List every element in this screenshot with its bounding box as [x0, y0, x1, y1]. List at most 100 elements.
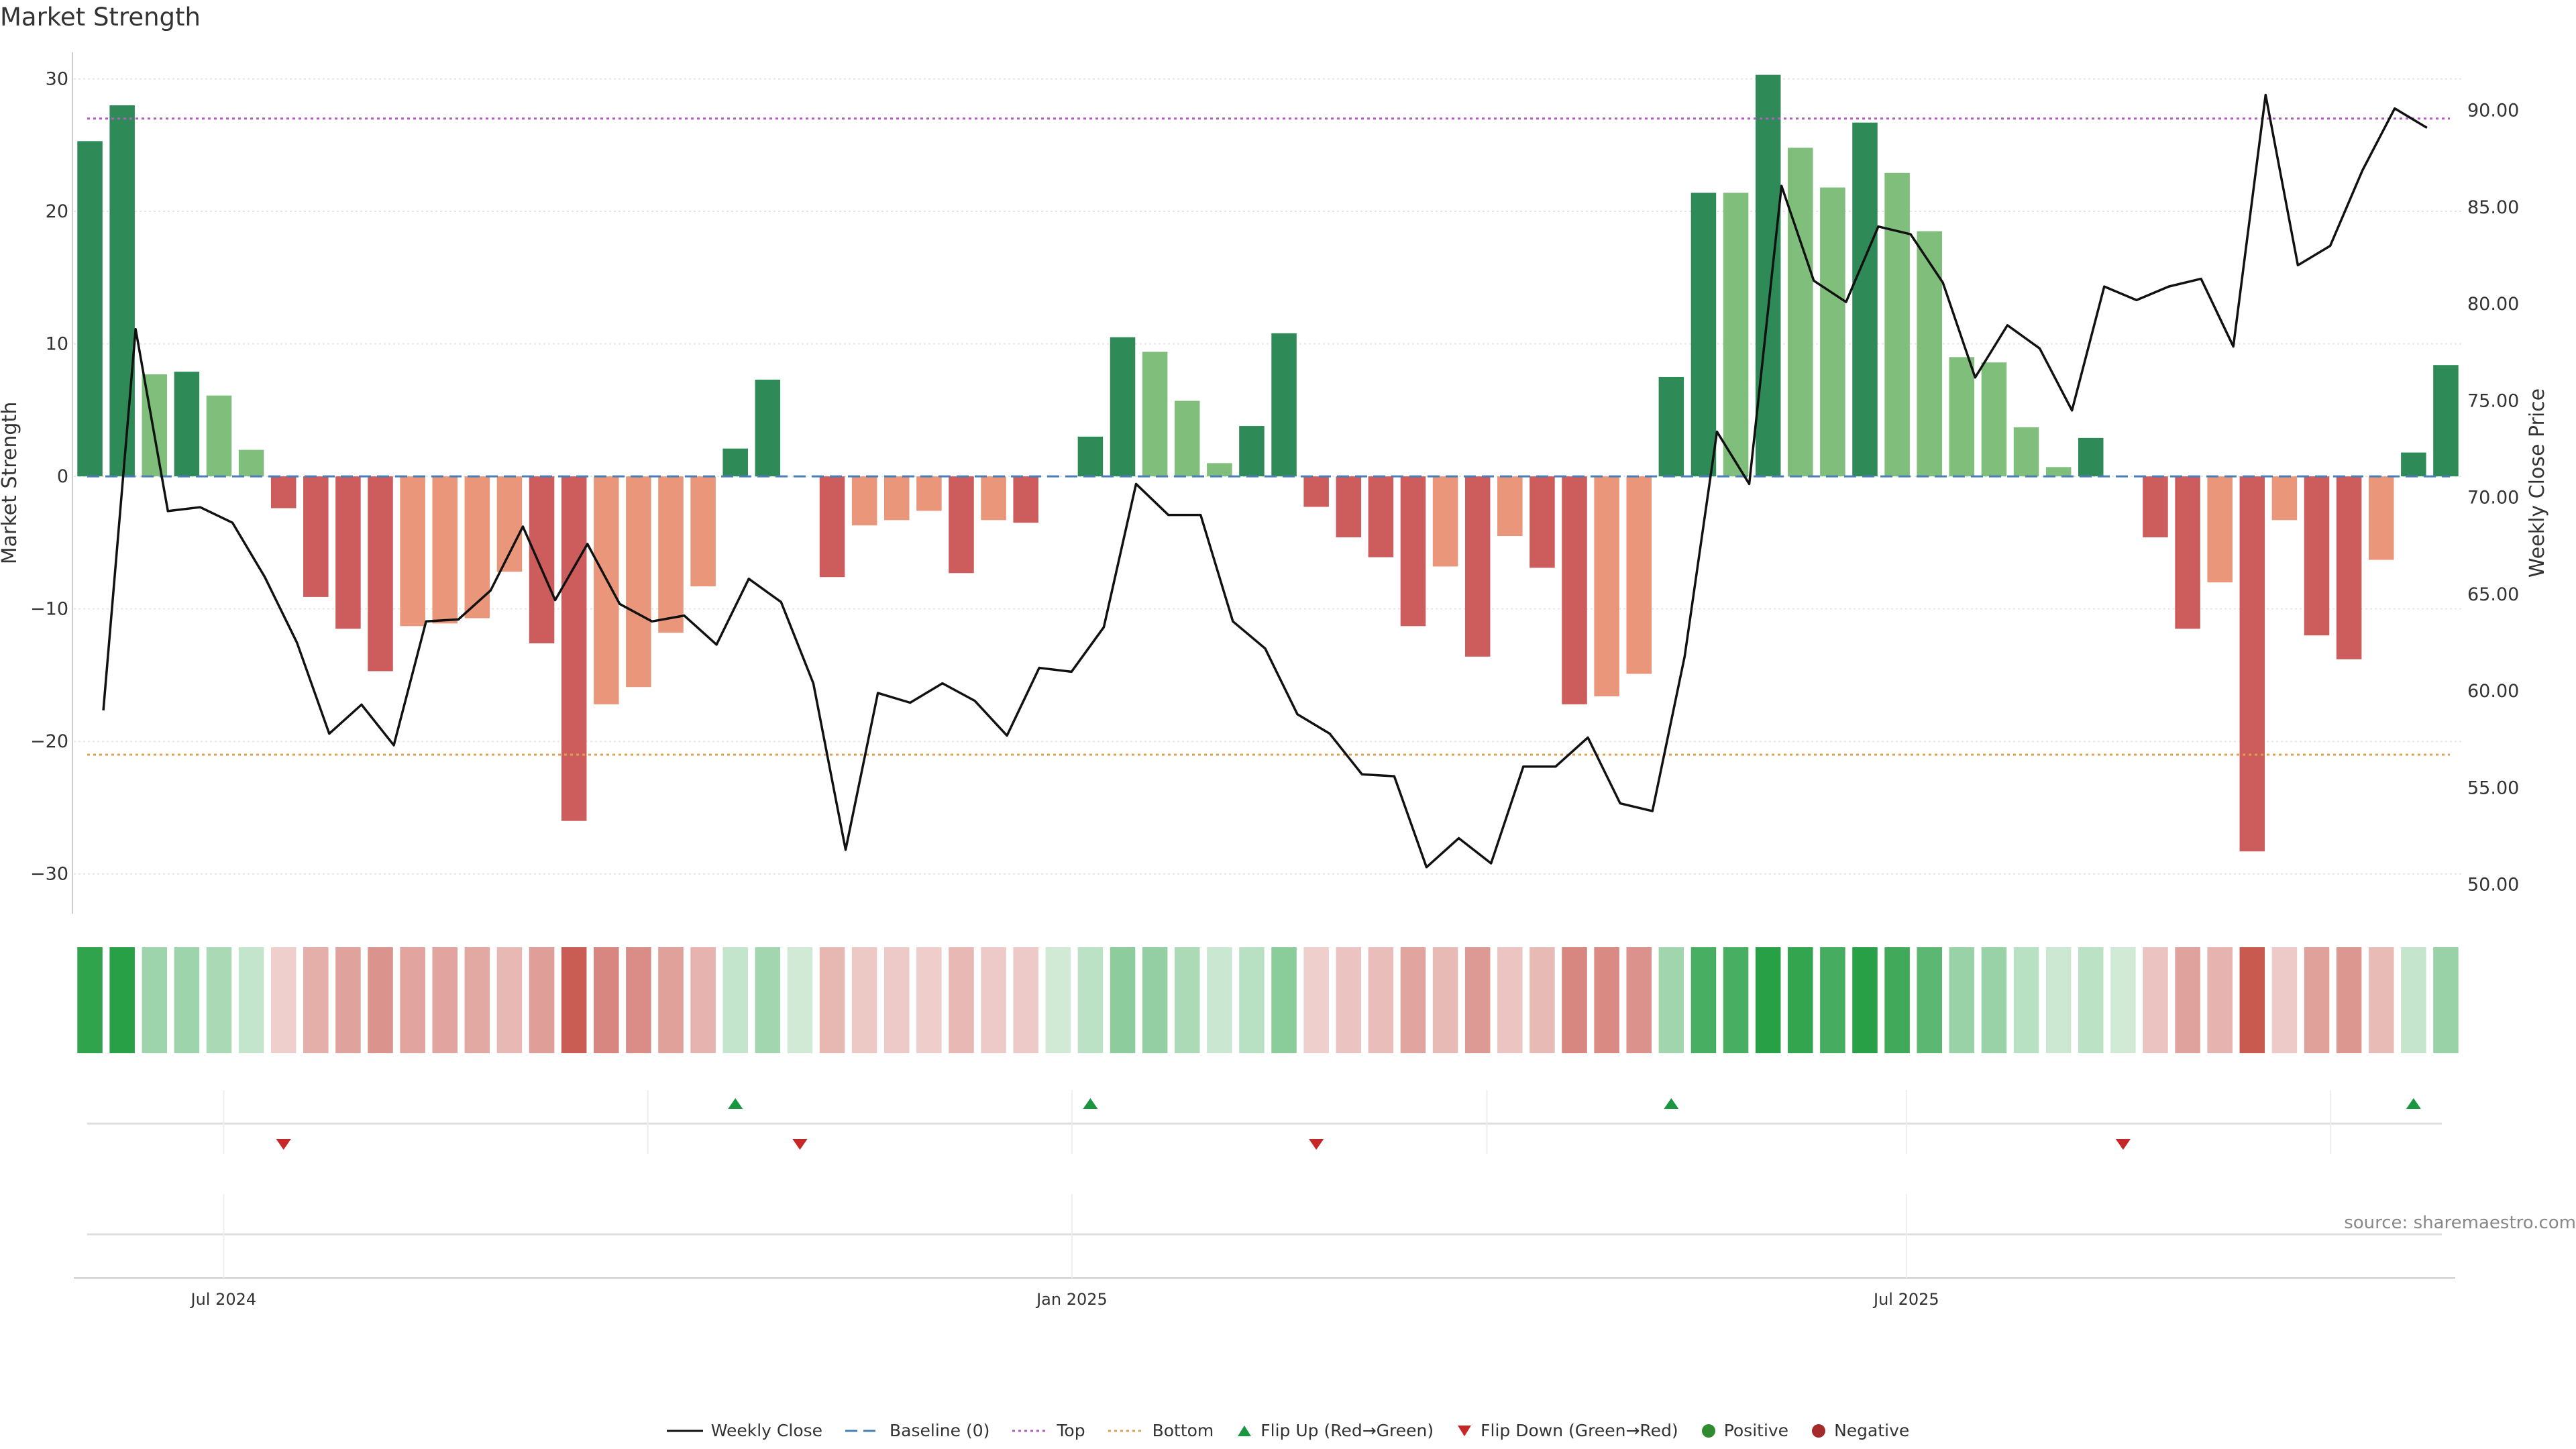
heat-cell: [1820, 947, 1845, 1053]
positive-dot-icon: [1701, 1424, 1715, 1438]
heat-cell: [1788, 947, 1813, 1053]
heat-cell: [1271, 947, 1297, 1053]
source-credit: source: sharemaestro.com: [2344, 1213, 2576, 1233]
heat-cell: [1917, 947, 1942, 1053]
strength-bar: [1368, 476, 1394, 557]
heat-cell: [2239, 947, 2265, 1053]
strength-bar: [1562, 476, 1587, 704]
heat-cell: [432, 947, 458, 1053]
heat-cell: [142, 947, 168, 1053]
flip-up-marker: [1664, 1098, 1679, 1109]
heat-cell: [2175, 947, 2200, 1053]
y2-tick-label: 85.00: [2467, 197, 2519, 218]
strength-bar: [464, 476, 490, 619]
legend-baseline: Baseline (0): [845, 1421, 989, 1440]
heat-cell: [303, 947, 329, 1053]
strength-bar: [1723, 193, 1749, 477]
heat-cell: [1949, 947, 1975, 1053]
strength-bar: [594, 476, 619, 704]
heat-cell: [1110, 947, 1136, 1053]
y-tick-label: 0: [57, 466, 68, 487]
strength-bar: [2368, 476, 2394, 560]
heat-cell: [1723, 947, 1749, 1053]
heat-cell: [819, 947, 845, 1053]
legend-top-label: Top: [1057, 1421, 1085, 1440]
strength-bar: [1013, 476, 1038, 523]
legend-negative: Negative: [1811, 1421, 1909, 1440]
strength-bar: [400, 476, 425, 627]
y2-tick-label: 80.00: [2467, 294, 2519, 315]
strength-bar: [1949, 357, 1975, 477]
strength-bar: [981, 476, 1006, 521]
y-tick-label: 20: [46, 201, 68, 222]
legend-top: Top: [1012, 1421, 1085, 1440]
heat-cell: [1142, 947, 1168, 1053]
heat-cell: [2368, 947, 2394, 1053]
legend-bottom-label: Bottom: [1152, 1421, 1214, 1440]
y2-tick-label: 60.00: [2467, 681, 2519, 702]
strength-bar: [1917, 231, 1942, 477]
legend-bottom: Bottom: [1108, 1421, 1214, 1440]
legend-flip-down-label: Flip Down (Green→Red): [1481, 1421, 1678, 1440]
legend-flip-down: Flip Down (Green→Red): [1456, 1421, 1678, 1440]
legend: Weekly Close Baseline (0) Top Bottom Fli…: [0, 1421, 2576, 1440]
strength-bar: [303, 476, 329, 597]
heat-cell: [2078, 947, 2104, 1053]
flip-down-marker: [792, 1139, 808, 1150]
strength-bar: [174, 372, 200, 477]
strength-bar: [1594, 476, 1619, 697]
strength-bar: [690, 476, 716, 587]
strength-bar: [1110, 337, 1136, 477]
heat-cell: [1497, 947, 1523, 1053]
heat-cell: [658, 947, 684, 1053]
legend-baseline-label: Baseline (0): [890, 1421, 990, 1440]
heat-cell: [77, 947, 103, 1053]
heat-cell: [1755, 947, 1781, 1053]
heat-cell: [1884, 947, 1910, 1053]
strength-bar: [1626, 476, 1652, 674]
y-tick-label: −30: [30, 864, 68, 885]
strength-bar: [1788, 148, 1813, 477]
heat-cell: [400, 947, 425, 1053]
heat-cell: [883, 947, 910, 1053]
y-axis-label: Market Strength: [0, 402, 21, 564]
heat-cell: [755, 947, 781, 1053]
strength-bar: [819, 476, 845, 578]
flip-up-marker: [2406, 1098, 2421, 1109]
heat-cell: [1207, 947, 1232, 1053]
heat-cell: [1464, 947, 1491, 1053]
strength-bar: [1077, 436, 1104, 477]
heat-cell: [238, 947, 264, 1053]
flip-down-marker: [1309, 1139, 1324, 1150]
strength-bar: [109, 105, 135, 477]
strength-bar: [1464, 476, 1491, 657]
heat-cell: [2207, 947, 2233, 1053]
heat-cell: [2110, 947, 2136, 1053]
heat-cell: [1368, 947, 1394, 1053]
strength-bar: [2304, 476, 2330, 636]
heat-cell: [626, 947, 651, 1053]
baseline-swatch: [845, 1430, 882, 1432]
strength-bar: [1755, 74, 1781, 477]
strength-bar: [2045, 467, 2072, 477]
chart-title: Market Strength: [0, 3, 201, 32]
heat-cell: [1626, 947, 1652, 1053]
heat-cell: [174, 947, 200, 1053]
strength-bar: [851, 476, 877, 526]
legend-negative-label: Negative: [1834, 1421, 1910, 1440]
strength-bar: [561, 476, 587, 821]
strength-bar: [2401, 452, 2426, 477]
legend-weekly-close: Weekly Close: [666, 1421, 822, 1440]
strength-bar: [1142, 352, 1168, 477]
negative-dot-icon: [1812, 1424, 1826, 1438]
heat-cell: [2433, 947, 2459, 1053]
strength-bar: [1303, 476, 1329, 507]
strength-bar: [2271, 476, 2298, 521]
heat-cell: [1077, 947, 1104, 1053]
strength-bar: [206, 395, 232, 477]
strength-bar: [2207, 476, 2233, 583]
strength-bar: [1239, 426, 1265, 477]
heat-cell: [1981, 947, 2007, 1053]
strength-bar: [1497, 476, 1523, 537]
